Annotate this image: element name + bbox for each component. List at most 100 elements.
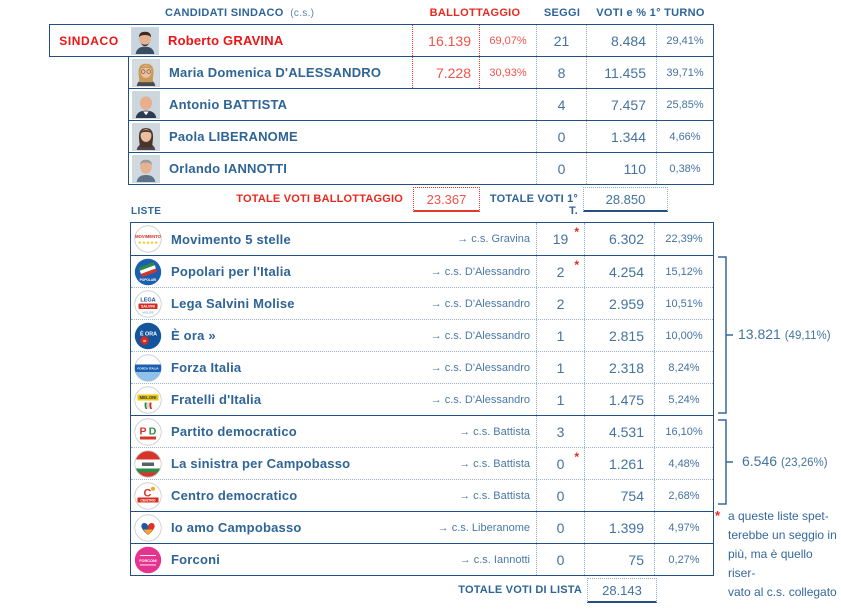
- svg-text:P: P: [139, 425, 146, 437]
- table-row-candidate-iannotti: Orlando IANNOTTI 0 110 0,38%: [128, 152, 714, 185]
- ballot-pct: [479, 89, 536, 120]
- svg-text:FORZA ITALIA: FORZA ITALIA: [137, 366, 159, 370]
- votes-pct: 10,00%: [654, 320, 713, 351]
- candidates-title-suffix: (c.s.): [290, 8, 315, 19]
- table-row-list-forconi: FORCONI Forconi → c.s. Iannotti 0 75 0,2…: [131, 543, 713, 575]
- footnote-line: a queste liste spet-: [728, 509, 829, 523]
- votes-pct: 5,24%: [654, 384, 713, 415]
- votes-pct: 39,71%: [656, 57, 713, 88]
- svg-text:C: C: [144, 487, 152, 499]
- seats-value: 3: [556, 423, 565, 440]
- list-cell: LEGA SALVINI MOLISE Lega Salvini Molise → …: [131, 288, 536, 319]
- linked-cs-label: → c.s. D'Alessandro: [430, 297, 530, 310]
- votes-pct: 15,12%: [654, 256, 713, 287]
- seats: 3: [536, 416, 584, 447]
- logo-io-amo-campobasso-icon: [134, 513, 162, 542]
- table-row-candidate-battista: Antonio BATTISTA 4 7.457 25,85%: [128, 88, 714, 121]
- list-cell: MELONI Fratelli d'Italia → c.s. D'Alessa…: [131, 384, 536, 415]
- svg-text:FORCONI: FORCONI: [139, 559, 157, 563]
- list-cell: FORCONI Forconi → c.s. Iannotti: [131, 544, 536, 575]
- svg-text:SALVINI: SALVINI: [141, 304, 155, 308]
- votes: 7.457: [586, 89, 656, 120]
- svg-text:È ORA: È ORA: [140, 329, 157, 337]
- logo-popolari-per-italia-icon: POPOLARI: [134, 258, 162, 285]
- votes: 1.261: [584, 448, 654, 479]
- seats-value: 1: [556, 391, 565, 408]
- coalition-brackets: [718, 256, 733, 505]
- total-list-votes-value: 28.143: [587, 578, 657, 603]
- seats-value: 0: [556, 519, 565, 536]
- svg-text:D: D: [149, 425, 157, 437]
- list-name: Partito democratico: [171, 424, 297, 439]
- total-ballot-value: 23.367: [413, 187, 480, 212]
- seats-value: 0: [556, 455, 565, 472]
- sindaco-badge: SINDACO: [59, 33, 119, 48]
- table-row-candidate-gravina: SINDACO Roberto GRAVINA 16.139 69,07% 21…: [49, 24, 714, 57]
- table-row-list-fratelli-italia: MELONI Fratelli d'Italia → c.s. D'Alessa…: [131, 383, 713, 415]
- seats: 1: [536, 320, 584, 351]
- candidate-photo-gravina: [131, 26, 159, 55]
- votes-pct: 0,38%: [656, 153, 713, 184]
- logo-e-ora-icon: È ORA»: [134, 322, 162, 349]
- votes: 8.484: [586, 25, 656, 56]
- seats: 4: [536, 89, 586, 120]
- footnote-line: vato al c.s. collegato: [728, 585, 837, 599]
- linked-cs-label: → c.s. Battista: [459, 457, 530, 470]
- votes: 4.531: [584, 416, 654, 447]
- column-header-seggi: SEGGI: [543, 7, 581, 19]
- seats-value: 1: [556, 359, 565, 376]
- votes: 75: [584, 544, 654, 575]
- candidate-photo-battista: [132, 90, 160, 119]
- table-row-list-centro: C CENTRO Centro democratico → c.s. Battis…: [131, 479, 713, 511]
- votes: 2.959: [584, 288, 654, 319]
- candidates-title: CANDIDATI SINDACO: [165, 7, 284, 19]
- list-name: Forconi: [171, 552, 221, 567]
- list-cell: FORZA ITALIA Forza Italia → c.s. D'Aless…: [131, 352, 536, 383]
- linked-cs-label: → c.s. Battista: [459, 425, 530, 438]
- votes: 4.254: [584, 256, 654, 287]
- logo-fratelli-italia-icon: MELONI: [134, 385, 162, 414]
- coalition-total-dalessandro: 13.821 (49,11%): [738, 326, 831, 342]
- footnote-line: più, ma è quello riser-: [728, 547, 813, 580]
- votes: 2.318: [584, 352, 654, 383]
- list-name: Forza Italia: [171, 360, 242, 375]
- liste-table: MOVIMENTO ★★★★★ Movimento 5 stelle → c.s.…: [130, 222, 714, 576]
- candidate-cell: Antonio BATTISTA: [129, 89, 412, 120]
- table-row-list-forza-italia: FORZA ITALIA Forza Italia → c.s. D'Aless…: [131, 351, 713, 383]
- seats-value: 0: [556, 487, 565, 504]
- total-first-turn-label: TOTALE VOTI 1° T.: [489, 193, 578, 217]
- candidate-photo-dalessandro: [132, 58, 160, 87]
- footnote-asterisk: *: [715, 508, 721, 523]
- table-row-list-sinistra: La sinistra per Campobasso → c.s. Battis…: [131, 447, 713, 479]
- total-list-votes-label: TOTALE VOTI DI LISTA: [458, 584, 582, 596]
- list-name: Centro democratico: [171, 488, 298, 503]
- candidate-name: Antonio BATTISTA: [169, 97, 288, 112]
- logo-sinistra-campobasso-icon: [134, 449, 162, 478]
- coalition-total-battista: 6.546 (23,26%): [742, 453, 828, 469]
- svg-text:POPOLARI: POPOLARI: [140, 278, 157, 282]
- ballot-pct: [479, 121, 536, 152]
- logo-forza-italia-icon: FORZA ITALIA: [134, 353, 162, 382]
- total-ballot-label: TOTALE VOTI BALLOTTAGGIO: [236, 193, 403, 205]
- seats-value: 2: [556, 295, 565, 312]
- list-cell: È ORA» È ora » → c.s. D'Alessandro: [131, 320, 536, 351]
- votes: 110: [586, 153, 656, 184]
- candidate-name: Maria Domenica D'ALESSANDRO: [169, 65, 382, 80]
- table-row-candidate-liberanome: Paola LIBERANOME 0 1.344 4,66%: [128, 120, 714, 153]
- candidate-name: Orlando IANNOTTI: [169, 161, 288, 176]
- linked-cs-label: → c.s. D'Alessandro: [430, 361, 530, 374]
- list-name: Lega Salvini Molise: [171, 296, 295, 311]
- votes-pct: 25,85%: [656, 89, 713, 120]
- list-cell: La sinistra per Campobasso → c.s. Battis…: [131, 448, 536, 479]
- seats: 1: [536, 384, 584, 415]
- list-cell: C CENTRO Centro democratico → c.s. Battis…: [131, 480, 536, 511]
- list-name: La sinistra per Campobasso: [171, 456, 351, 471]
- votes-pct: 8,24%: [654, 352, 713, 383]
- liste-section-label: LISTE: [131, 206, 162, 217]
